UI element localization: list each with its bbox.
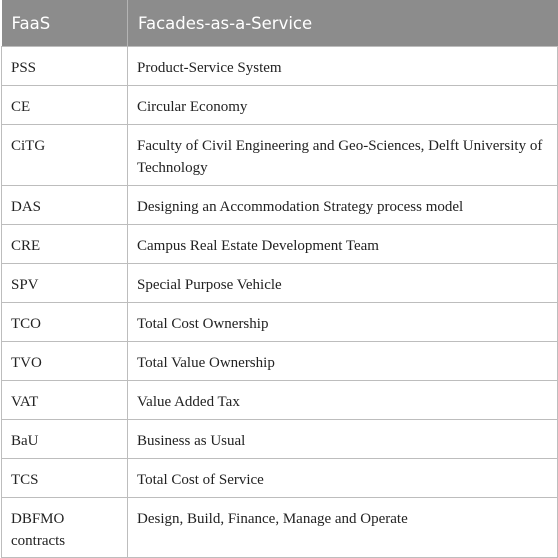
definition-cell: Campus Real Estate Development Team <box>127 224 558 264</box>
abbreviation-cell: CiTG <box>1 124 128 186</box>
table-row: DBFMO contracts Design, Build, Finance, … <box>1 497 558 558</box>
abbreviation-cell: VAT <box>1 380 128 420</box>
abbreviation-cell: TCS <box>1 458 128 498</box>
abbreviation-cell: SPV <box>1 263 128 303</box>
abbreviation-cell: TVO <box>1 341 128 381</box>
definition-cell: Faculty of Civil Engineering and Geo-Sci… <box>127 124 558 186</box>
abbreviation-cell: PSS <box>1 46 128 86</box>
definition-cell: Total Cost of Service <box>127 458 558 498</box>
table-row: CiTG Faculty of Civil Engineering and Ge… <box>1 124 558 186</box>
table-row: CRE Campus Real Estate Development Team <box>1 224 558 264</box>
table-row: VAT Value Added Tax <box>1 380 558 420</box>
abbreviation-cell: CE <box>1 85 128 125</box>
table-row: TCO Total Cost Ownership <box>1 302 558 342</box>
definition-cell: Design, Build, Finance, Manage and Opera… <box>127 497 558 558</box>
definition-cell: Total Value Ownership <box>127 341 558 381</box>
table-header-row: FaaS Facades-as-a-Service <box>1 0 558 47</box>
definition-cell: Business as Usual <box>127 419 558 459</box>
definition-cell: Product-Service System <box>127 46 558 86</box>
table-row: TCS Total Cost of Service <box>1 458 558 498</box>
abbreviation-cell: BaU <box>1 419 128 459</box>
table-row: DAS Designing an Accommodation Strategy … <box>1 185 558 225</box>
abbreviation-cell: TCO <box>1 302 128 342</box>
table-row: CE Circular Economy <box>1 85 558 125</box>
header-abbreviation: FaaS <box>1 0 128 47</box>
definition-cell: Circular Economy <box>127 85 558 125</box>
abbreviation-cell: DBFMO contracts <box>1 497 128 558</box>
table-row: PSS Product-Service System <box>1 46 558 86</box>
header-definition: Facades-as-a-Service <box>127 0 558 47</box>
definition-cell: Total Cost Ownership <box>127 302 558 342</box>
definition-cell: Value Added Tax <box>127 380 558 420</box>
table-row: TVO Total Value Ownership <box>1 341 558 381</box>
abbreviation-cell: CRE <box>1 224 128 264</box>
table-row: BaU Business as Usual <box>1 419 558 459</box>
definition-cell: Designing an Accommodation Strategy proc… <box>127 185 558 225</box>
definition-cell: Special Purpose Vehicle <box>127 263 558 303</box>
table-row: SPV Special Purpose Vehicle <box>1 263 558 303</box>
abbreviation-cell: DAS <box>1 185 128 225</box>
